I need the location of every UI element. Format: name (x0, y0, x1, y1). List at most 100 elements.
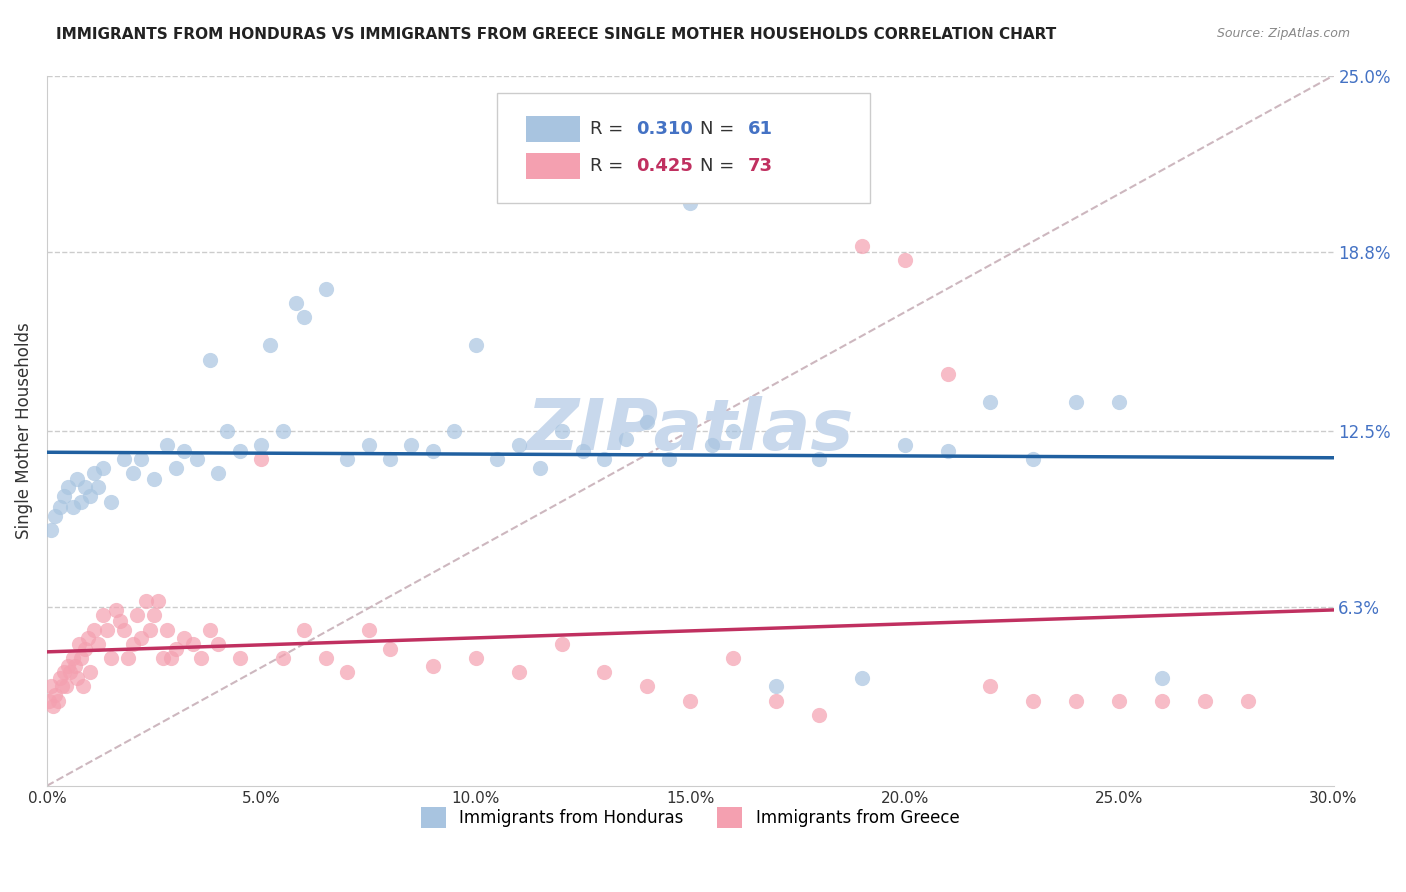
Point (721, 651, 744, 665)
Point (198, 352, 221, 367)
Point (378, 642, 401, 657)
Point (51, 679, 73, 693)
Point (58, 480, 80, 494)
Point (79, 489, 101, 503)
Point (893, 253, 915, 268)
Bar (526, 153, 579, 178)
Point (160, 651, 183, 665)
Point (38, 693, 60, 707)
Point (721, 424, 744, 438)
Y-axis label: Single Mother Households: Single Mother Households (15, 322, 32, 539)
Point (508, 665, 530, 680)
Point (49, 500, 72, 515)
Point (636, 415, 658, 429)
Point (70, 651, 93, 665)
Point (765, 679, 787, 693)
Point (83, 467, 105, 481)
Point (1064, 395, 1087, 409)
Point (1022, 452, 1045, 467)
Point (108, 614, 131, 628)
Point (271, 651, 294, 665)
Point (87, 480, 110, 494)
Point (893, 438, 915, 452)
Point (70, 494, 93, 508)
Point (1108, 693, 1130, 707)
Point (851, 671, 873, 685)
Point (1236, 693, 1258, 707)
Point (658, 452, 681, 467)
Point (143, 472, 166, 486)
Point (207, 467, 229, 481)
Point (550, 424, 572, 438)
Point (336, 452, 359, 467)
Point (936, 367, 959, 381)
Point (139, 623, 162, 637)
Text: N =: N = (700, 120, 741, 137)
Text: 61: 61 (748, 120, 773, 137)
Text: 0.310: 0.310 (636, 120, 693, 137)
Point (39, 523, 62, 537)
Point (62, 651, 84, 665)
Point (292, 623, 315, 637)
Point (49, 671, 72, 685)
Point (215, 424, 238, 438)
Text: 0.425: 0.425 (636, 157, 693, 175)
Point (156, 438, 179, 452)
Point (87, 637, 110, 651)
Point (135, 594, 157, 608)
Point (100, 651, 122, 665)
Point (100, 494, 122, 508)
Point (121, 467, 143, 481)
Bar (526, 116, 579, 142)
Point (46, 693, 69, 707)
Point (83, 623, 105, 637)
Legend: Immigrants from Honduras, Immigrants from Greece: Immigrants from Honduras, Immigrants fro… (415, 801, 966, 834)
Point (72, 679, 94, 693)
Point (250, 438, 273, 452)
Point (75, 642, 97, 657)
Point (807, 452, 830, 467)
Point (44, 688, 66, 702)
Point (53, 665, 76, 680)
FancyBboxPatch shape (498, 94, 870, 203)
Point (550, 637, 572, 651)
Point (464, 651, 486, 665)
Text: N =: N = (700, 157, 741, 175)
Point (121, 637, 143, 651)
Point (39, 679, 62, 693)
Point (284, 295, 307, 310)
Point (173, 631, 195, 645)
Point (55, 679, 77, 693)
Point (1022, 693, 1045, 707)
Point (229, 651, 252, 665)
Point (148, 594, 170, 608)
Point (422, 443, 444, 458)
Point (593, 452, 616, 467)
Point (259, 338, 281, 352)
Point (979, 395, 1001, 409)
Point (292, 310, 315, 324)
Point (112, 623, 135, 637)
Point (336, 665, 359, 680)
Point (529, 460, 551, 475)
Point (636, 679, 658, 693)
Point (66, 671, 89, 685)
Point (53, 489, 76, 503)
Point (62, 500, 84, 515)
Point (464, 338, 486, 352)
Text: ZIPatlas: ZIPatlas (526, 396, 853, 465)
Point (104, 602, 127, 616)
Point (165, 460, 187, 475)
Point (1150, 671, 1173, 685)
Point (614, 432, 637, 446)
Point (125, 608, 148, 623)
Point (186, 452, 208, 467)
Point (1194, 693, 1216, 707)
Point (401, 438, 423, 452)
Point (486, 452, 509, 467)
Point (936, 443, 959, 458)
Point (173, 443, 195, 458)
Point (129, 452, 152, 467)
Point (42, 699, 65, 714)
Point (357, 438, 380, 452)
